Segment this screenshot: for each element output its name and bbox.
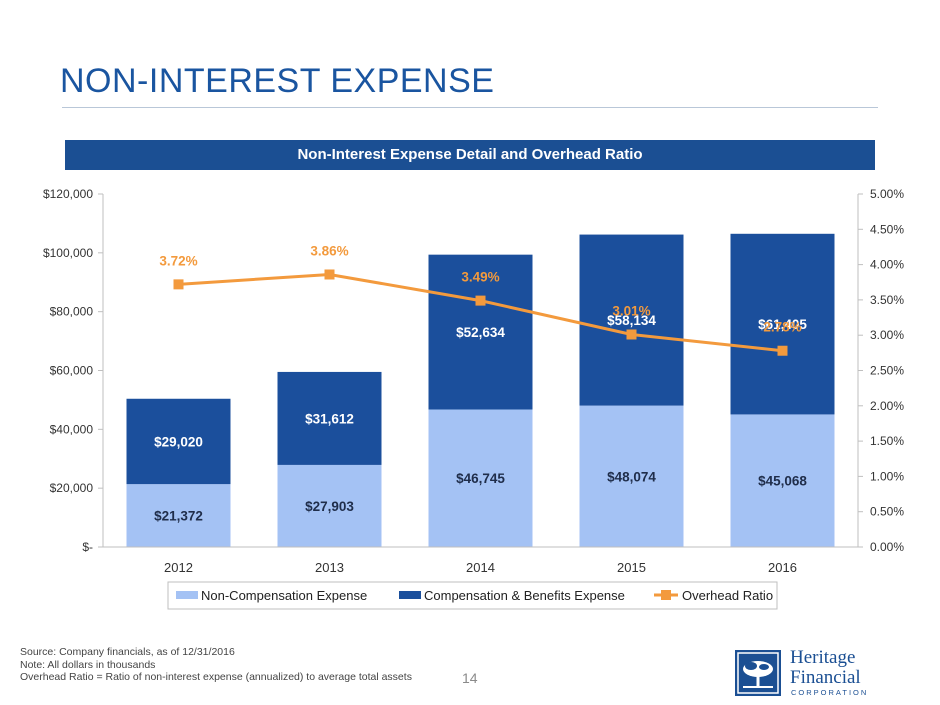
y-left-tick-label: $100,000 bbox=[43, 246, 93, 260]
x-tick-label: 2015 bbox=[617, 560, 646, 575]
data-label-overhead-ratio: 3.86% bbox=[310, 243, 348, 258]
bar-compensation bbox=[277, 371, 382, 465]
x-tick-label: 2014 bbox=[466, 560, 495, 575]
logo-text-heritage: Heritage bbox=[790, 647, 856, 668]
y-left-tick-label: $20,000 bbox=[50, 481, 94, 495]
bar-compensation bbox=[126, 398, 231, 485]
legend-swatch-non-compensation bbox=[176, 591, 198, 599]
tree-icon bbox=[735, 650, 781, 696]
point-overhead-ratio bbox=[777, 345, 788, 356]
logo-text-financial: Financial bbox=[790, 667, 861, 688]
chart-title-banner: Non-Interest Expense Detail and Overhead… bbox=[65, 140, 875, 170]
y-left-tick-label: $- bbox=[82, 540, 93, 554]
data-label-overhead-ratio: 3.49% bbox=[461, 270, 499, 285]
bar-compensation bbox=[579, 234, 684, 406]
y-right-tick-label: 1.00% bbox=[870, 469, 904, 483]
footnotes: Source: Company financials, as of 12/31/… bbox=[20, 646, 412, 684]
bar-non-compensation bbox=[277, 464, 382, 547]
y-left-tick-label: $40,000 bbox=[50, 422, 94, 436]
y-right-tick-label: 0.50% bbox=[870, 505, 904, 519]
y-left-tick-label: $80,000 bbox=[50, 305, 94, 319]
y-right-tick-label: 1.50% bbox=[870, 434, 904, 448]
point-overhead-ratio bbox=[173, 279, 184, 290]
footnote-definition: Overhead Ratio = Ratio of non-interest e… bbox=[20, 671, 412, 683]
y-right-tick-label: 2.00% bbox=[870, 399, 904, 413]
logo-text-corporation: CORPORATION bbox=[791, 688, 869, 697]
legend-label-compensation: Compensation & Benefits Expense bbox=[424, 588, 625, 603]
data-label-compensation: $29,020 bbox=[154, 434, 203, 449]
bar-non-compensation bbox=[579, 405, 684, 547]
bar-non-compensation bbox=[126, 484, 231, 547]
data-label-compensation: $58,134 bbox=[607, 313, 656, 328]
company-logo: Heritage Financial CORPORATION bbox=[735, 647, 885, 698]
data-label-compensation: $31,612 bbox=[305, 411, 354, 426]
y-right-tick-label: 0.00% bbox=[870, 540, 904, 554]
data-label-compensation: $52,634 bbox=[456, 325, 505, 340]
y-right-tick-label: 5.00% bbox=[870, 187, 904, 201]
legend-label-overhead-ratio: Overhead Ratio bbox=[682, 588, 773, 603]
x-tick-label: 2013 bbox=[315, 560, 344, 575]
point-overhead-ratio bbox=[626, 329, 637, 340]
y-right-tick-label: 3.50% bbox=[870, 293, 904, 307]
page-number: 14 bbox=[462, 670, 478, 686]
x-tick-label: 2016 bbox=[768, 560, 797, 575]
y-right-tick-label: 2.50% bbox=[870, 364, 904, 378]
point-overhead-ratio bbox=[475, 295, 486, 306]
data-label-overhead-ratio: 3.01% bbox=[612, 303, 650, 318]
data-label-non-compensation: $46,745 bbox=[456, 471, 505, 486]
bar-compensation bbox=[428, 254, 533, 410]
y-left-tick-label: $60,000 bbox=[50, 364, 94, 378]
footnote-units: Note: All dollars in thousands bbox=[20, 658, 156, 671]
bar-non-compensation bbox=[428, 409, 533, 547]
y-right-tick-label: 4.00% bbox=[870, 258, 904, 272]
data-label-non-compensation: $21,372 bbox=[154, 509, 203, 524]
data-label-non-compensation: $27,903 bbox=[305, 499, 354, 514]
data-label-overhead-ratio: 2.78% bbox=[763, 320, 801, 335]
point-overhead-ratio bbox=[324, 269, 335, 280]
x-tick-label: 2012 bbox=[164, 560, 193, 575]
bar-compensation bbox=[730, 233, 835, 415]
data-label-non-compensation: $45,068 bbox=[758, 474, 807, 489]
data-label-non-compensation: $48,074 bbox=[607, 469, 656, 484]
bar-non-compensation bbox=[730, 414, 835, 547]
footnote-source: Source: Company financials, as of 12/31/… bbox=[20, 646, 235, 658]
title-divider bbox=[62, 107, 878, 108]
legend-marker-overhead-ratio bbox=[661, 590, 671, 600]
data-label-overhead-ratio: 3.72% bbox=[159, 253, 197, 268]
y-right-tick-label: 3.00% bbox=[870, 328, 904, 342]
y-right-tick-label: 4.50% bbox=[870, 222, 904, 236]
page-title: NON-INTEREST EXPENSE bbox=[60, 62, 495, 100]
y-left-tick-label: $120,000 bbox=[43, 187, 93, 201]
legend-label-non-compensation: Non-Compensation Expense bbox=[201, 588, 367, 603]
legend-swatch-compensation bbox=[399, 591, 421, 599]
data-label-compensation: $61,405 bbox=[758, 317, 807, 332]
